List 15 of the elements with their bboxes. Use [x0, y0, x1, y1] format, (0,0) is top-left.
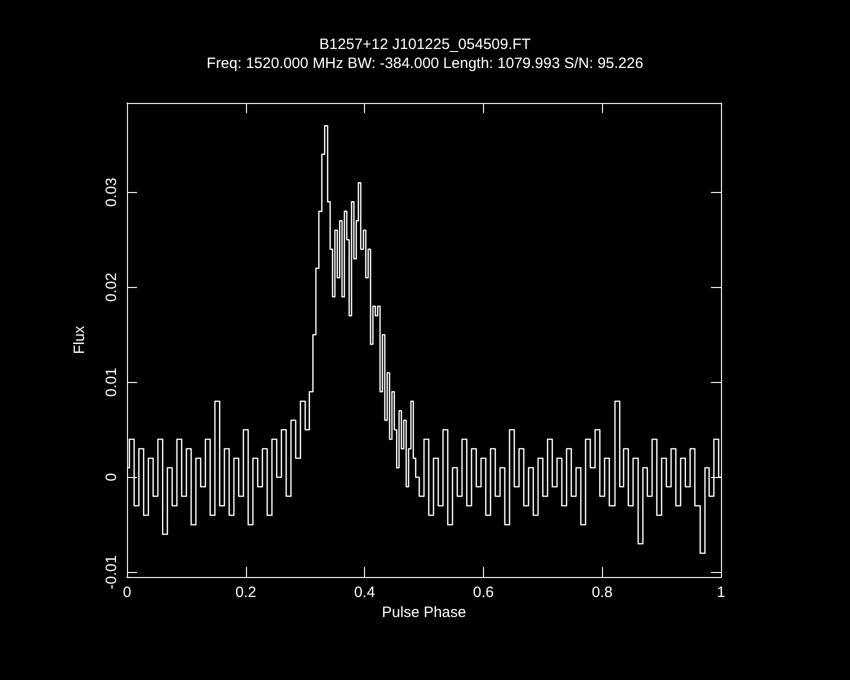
y-tick-label: 0	[103, 473, 120, 482]
x-tick-label: 1	[716, 584, 726, 601]
y-tick-label: 0.02	[103, 272, 120, 302]
y-tick-label: 0.03	[103, 178, 120, 207]
chart-title: B1257+12 J101225_054509.FT	[319, 36, 531, 53]
x-tick-label: 0.8	[592, 584, 613, 601]
x-tick-label: 0.4	[354, 584, 376, 601]
x-tick-label: 0	[122, 584, 132, 601]
y-axis-title: Flux	[71, 325, 88, 354]
x-axis-title: Pulse Phase	[382, 604, 466, 621]
x-tick-label: 0.2	[235, 584, 256, 601]
x-tick-label: 0.6	[472, 584, 494, 601]
chart-subtitle: Freq: 1520.000 MHz BW: -384.000 Length: 1079.993 S/N: 95.226	[206, 55, 644, 72]
y-tick-label: 0.01	[103, 368, 120, 397]
y-tick-label: -0.01	[103, 555, 120, 590]
